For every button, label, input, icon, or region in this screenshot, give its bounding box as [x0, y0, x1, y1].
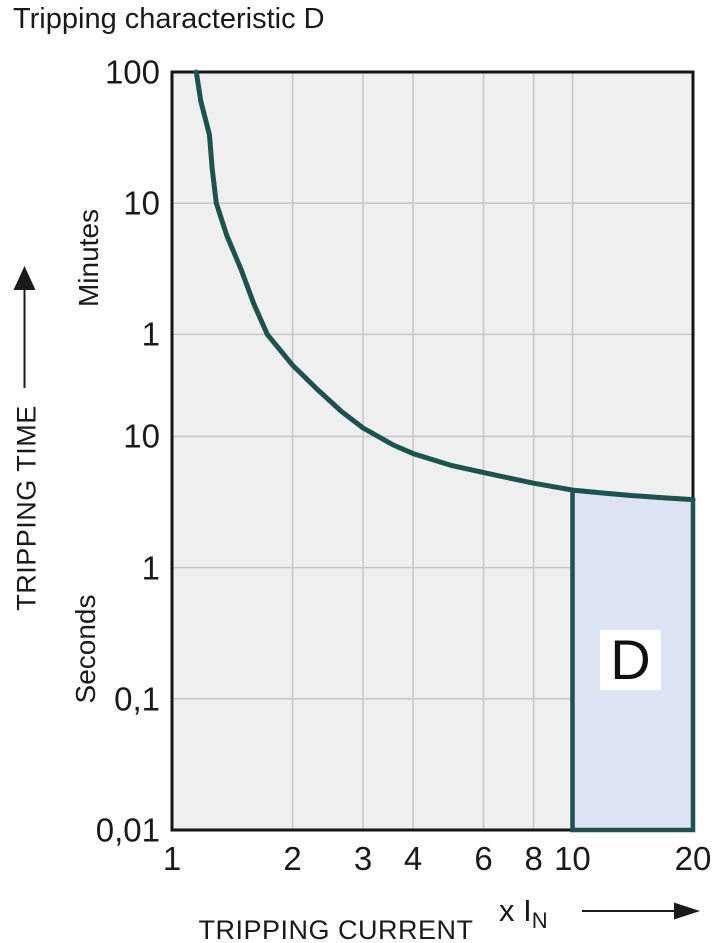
- y-unit-label-minutes: Minutes: [73, 208, 104, 308]
- trip-region-label: D: [610, 628, 651, 691]
- plot-border: [170, 70, 695, 832]
- x-axis-unit: x IN: [499, 893, 548, 932]
- x-axis-unit-subscript: N: [531, 908, 548, 934]
- y-tick-minutes-10: 10: [123, 184, 160, 222]
- x-axis-title: TRIPPING CURRENT: [198, 915, 474, 943]
- y-tick-seconds-1: 1: [141, 549, 160, 587]
- x-tick-3: 3: [353, 840, 373, 877]
- y-tick-seconds-0_01: 0,01: [95, 811, 160, 849]
- y-tick-seconds-10: 10: [123, 417, 160, 455]
- x-tick-4: 4: [403, 840, 423, 877]
- x-axis-unit-prefix: x I: [499, 893, 532, 928]
- trip-region-label-box: D: [600, 630, 661, 690]
- y-axis-arrow-head: [13, 266, 36, 290]
- y-tick-seconds-0_1: 0,1: [114, 680, 160, 718]
- x-tick-10: 10: [554, 840, 591, 877]
- x-tick-1: 1: [162, 840, 182, 877]
- x-tick-8: 8: [524, 840, 543, 877]
- y-tick-minutes-100: 100: [104, 53, 160, 91]
- x-tick-6: 6: [474, 840, 493, 877]
- x-axis-arrow-head: [674, 902, 700, 920]
- chart-title: Tripping characteristic D: [13, 3, 325, 35]
- x-tick-20: 20: [674, 840, 712, 877]
- y-tick-minutes-1: 1: [141, 315, 160, 353]
- trip-curve: [193, 69, 696, 503]
- x-tick-2: 2: [283, 840, 302, 877]
